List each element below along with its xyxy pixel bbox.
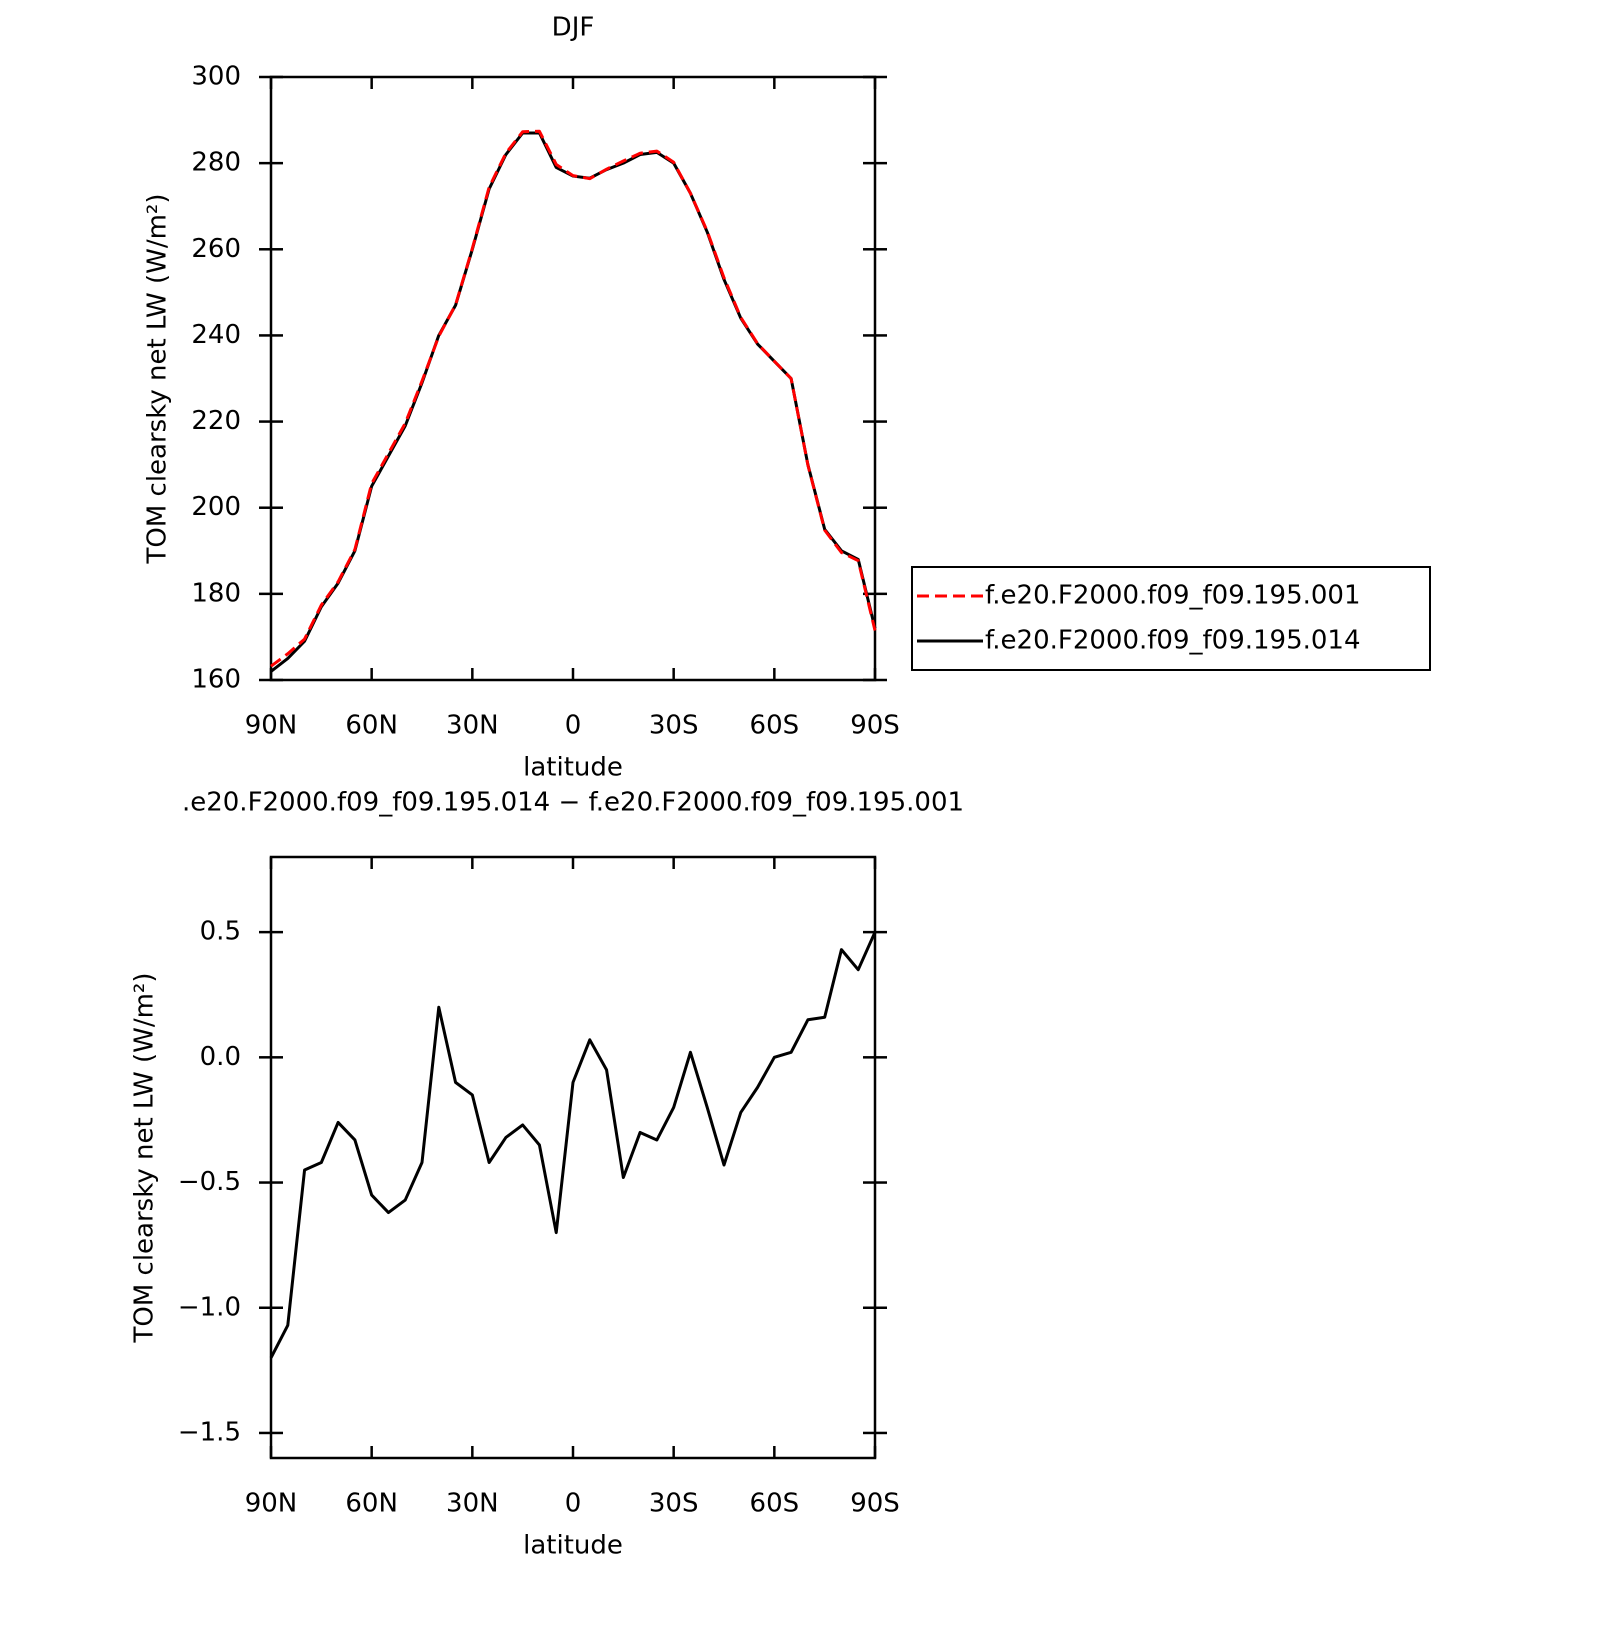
y-tick-label: 200 xyxy=(191,492,241,522)
chart-title: DJF xyxy=(552,13,595,43)
y-tick-label: 0.0 xyxy=(200,1042,241,1072)
x-tick-label: 30N xyxy=(446,711,499,741)
y-tick-label: 300 xyxy=(191,62,241,92)
y-tick-label: −1.5 xyxy=(178,1417,241,1447)
data-line xyxy=(270,131,877,673)
x-tick-label: 90S xyxy=(850,1489,900,1519)
y-axis-label: TOM clearsky net LW (W/m²) xyxy=(143,193,173,564)
y-tick-label: −0.5 xyxy=(178,1167,241,1197)
y-tick-label: 180 xyxy=(191,578,241,608)
plot-frame xyxy=(269,75,877,682)
legend-label: f.e20.F2000.f09_f09.195.001 xyxy=(985,581,1361,611)
y-tick-label: 0.5 xyxy=(200,917,241,947)
y-tick-label: 260 xyxy=(191,234,241,264)
x-tick-label: 90N xyxy=(245,711,298,741)
x-tick-label: 60S xyxy=(750,1489,800,1519)
y-tick-label: −1.0 xyxy=(178,1292,241,1322)
x-tick-label: 30S xyxy=(649,1489,699,1519)
x-tick-label: 60N xyxy=(345,1489,398,1519)
x-tick-label: 90S xyxy=(850,711,900,741)
x-tick-label: 30N xyxy=(446,1489,499,1519)
x-tick-label: 30S xyxy=(649,711,699,741)
x-axis-label: latitude xyxy=(523,753,623,783)
legend-frame xyxy=(911,566,1431,671)
y-tick-label: 240 xyxy=(191,320,241,350)
y-tick-label: 280 xyxy=(191,148,241,178)
x-tick-label: 60S xyxy=(750,711,800,741)
x-tick-label: 90N xyxy=(245,1489,298,1519)
x-tick-label: 0 xyxy=(565,1489,582,1519)
y-tick-label: 160 xyxy=(191,665,241,695)
legend-label: f.e20.F2000.f09_f09.195.014 xyxy=(985,626,1361,656)
data-line xyxy=(270,129,877,668)
data-line xyxy=(269,931,877,1359)
y-tick-label: 220 xyxy=(191,406,241,436)
x-tick-label: 0 xyxy=(565,711,582,741)
x-axis-label: latitude xyxy=(523,1531,623,1561)
y-axis-label: TOM clearsky net LW (W/m²) xyxy=(130,972,160,1343)
x-tick-label: 60N xyxy=(345,711,398,741)
chart-title: .e20.F2000.f09_f09.195.014 − f.e20.F2000… xyxy=(182,788,964,818)
